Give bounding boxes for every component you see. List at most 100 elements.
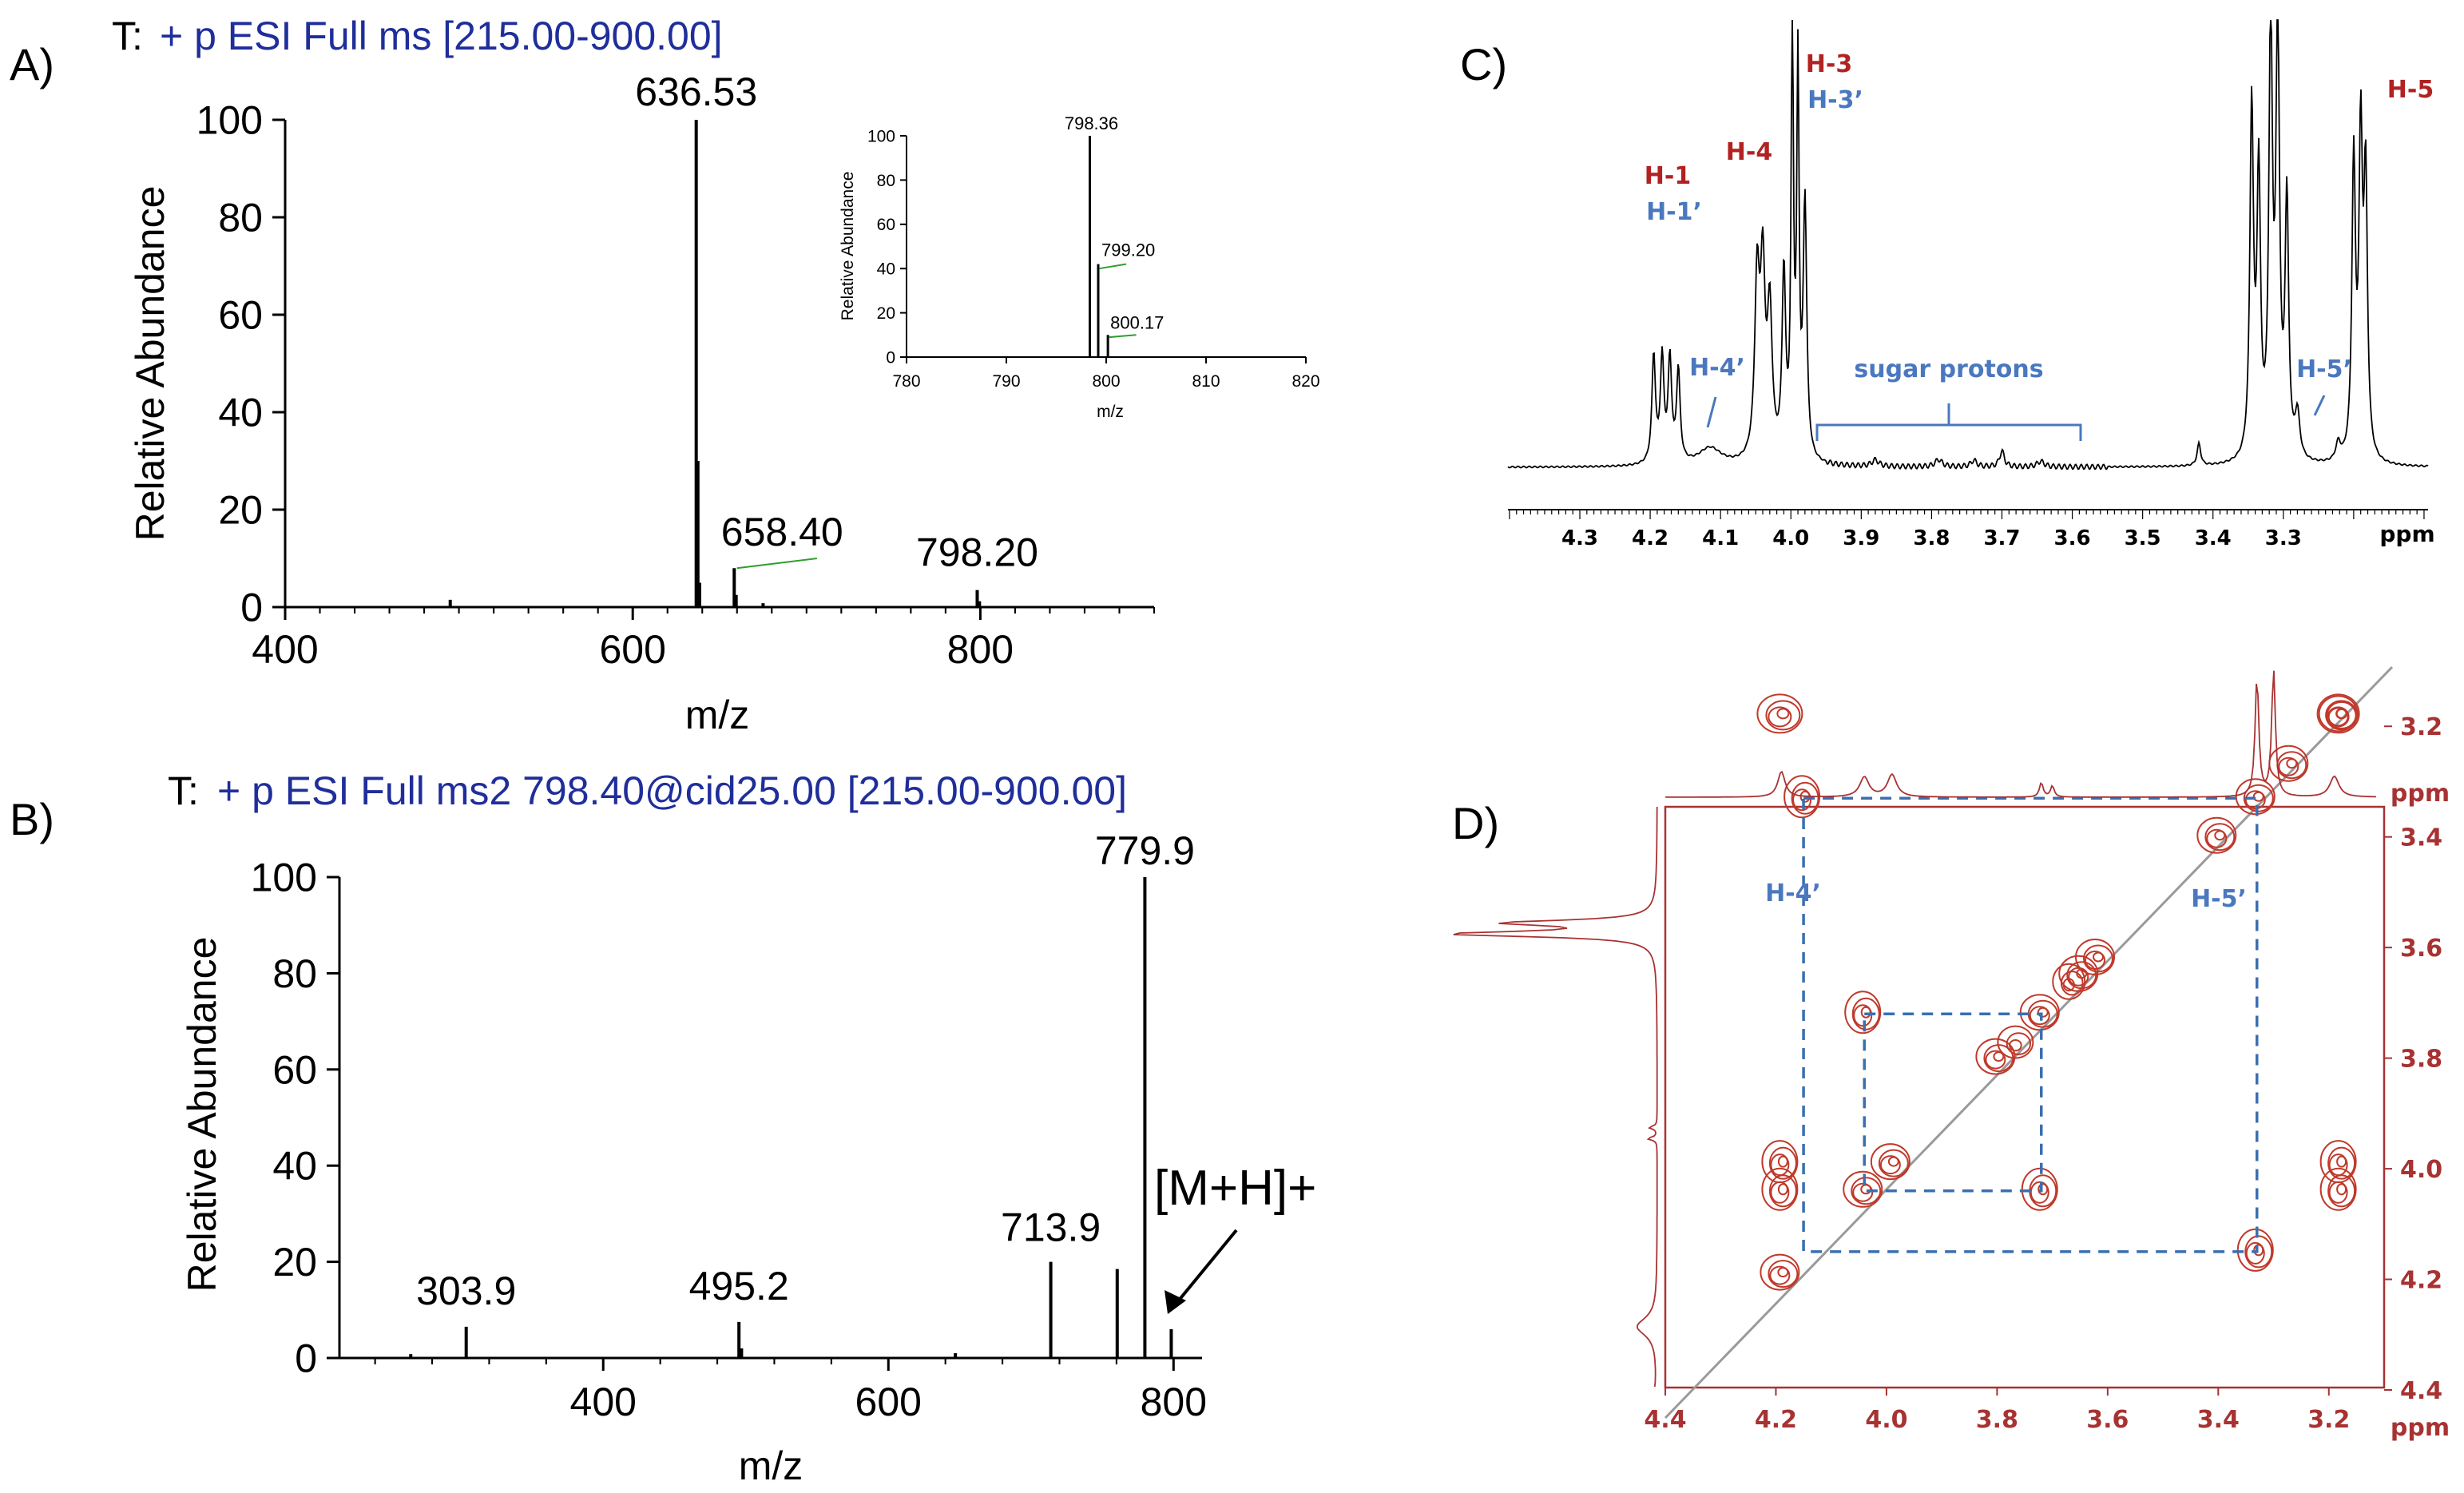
y-tick-label: 100 bbox=[867, 127, 895, 145]
y-tick-label: 40 bbox=[272, 1144, 317, 1189]
inset-xlabel: m/z bbox=[1097, 403, 1124, 421]
panel-a-ylabel: Relative Abundance bbox=[128, 186, 173, 542]
diagonal-peak bbox=[1768, 1260, 1799, 1289]
diagonal-peak bbox=[1843, 1170, 1883, 1208]
cross-peak bbox=[1770, 1181, 1790, 1204]
ppm-tick-label: 3.8 bbox=[1913, 526, 1950, 550]
ppm-tick-label: 4.0 bbox=[1772, 526, 1809, 550]
y-tick-label: 3.2 bbox=[2400, 713, 2442, 741]
panel-a-xlabel: m/z bbox=[685, 693, 750, 737]
panel-b-xlabel: m/z bbox=[739, 1443, 803, 1488]
diagonal-peak bbox=[1878, 1149, 1909, 1177]
x-tick-label: 800 bbox=[947, 627, 1014, 672]
ppm-tick-label: 3.3 bbox=[2265, 526, 2302, 550]
cross-peak bbox=[2327, 1146, 2356, 1180]
peak-label: 636.53 bbox=[635, 69, 757, 114]
panel-d-letter: D) bbox=[1452, 798, 1499, 848]
diagonal-peak bbox=[2235, 778, 2276, 816]
diagonal-peak bbox=[2252, 791, 2264, 802]
x-tick-label: 800 bbox=[1141, 1380, 1207, 1424]
y-tick-label: 20 bbox=[272, 1240, 317, 1285]
label-h1: H-1 bbox=[1645, 162, 1691, 190]
x-tick-label: 780 bbox=[892, 372, 920, 391]
diagonal-peak bbox=[2062, 978, 2075, 992]
diagonal-peak bbox=[2085, 951, 2105, 970]
cosy-frame bbox=[1664, 805, 2386, 1389]
diagonal-peak bbox=[2326, 701, 2357, 729]
cross-peak bbox=[2021, 1167, 2058, 1211]
y-tick-label: 20 bbox=[218, 488, 263, 533]
cross-peak bbox=[1791, 781, 1819, 815]
cross-peak bbox=[1860, 1006, 1871, 1018]
panel-b-ylabel: Relative Abundance bbox=[180, 937, 224, 1292]
diagonal-peak bbox=[2244, 790, 2266, 810]
panel-b-header: + p ESI Full ms2 798.40@cid25.00 [215.00… bbox=[217, 768, 1127, 813]
panel-c-ppm-label: ppm bbox=[2379, 521, 2434, 547]
y-tick-label: 0 bbox=[295, 1336, 317, 1381]
diagonal-peak bbox=[2052, 963, 2086, 1000]
x-tick-label: 600 bbox=[855, 1380, 922, 1424]
diagonal-peak bbox=[1777, 1267, 1789, 1278]
diagonal-peak bbox=[2204, 823, 2236, 852]
diagonal-peak bbox=[2006, 1032, 2032, 1055]
cross-peak bbox=[2037, 1183, 2049, 1196]
diagonal-peak bbox=[2206, 828, 2228, 848]
ppm-tick-label: 4.1 bbox=[1702, 526, 1739, 550]
peak-label: 713.9 bbox=[1001, 1205, 1101, 1250]
x-tick-label: 790 bbox=[992, 372, 1020, 391]
cross-peak bbox=[1792, 788, 1812, 812]
diagonal-peak bbox=[2286, 758, 2298, 769]
y-tick-label: 4.4 bbox=[2400, 1377, 2442, 1405]
ppm-tick-label: 3.7 bbox=[1983, 526, 2020, 550]
cross-peak bbox=[1844, 991, 1882, 1034]
cross-peak bbox=[1768, 706, 1792, 728]
panel-c-letter: C) bbox=[1460, 39, 1507, 89]
peak-label: 779.9 bbox=[1095, 828, 1195, 873]
peak-label: 658.40 bbox=[721, 510, 843, 554]
cross-peak bbox=[2236, 1228, 2274, 1272]
mh-arrow bbox=[1172, 1229, 1238, 1308]
correlation-box bbox=[1863, 1012, 2043, 1193]
diagonal-peak bbox=[2075, 939, 2115, 975]
diagonal-peak bbox=[1993, 1051, 2005, 1062]
cross-peak bbox=[2244, 1235, 2273, 1269]
panel-a: A) T: + p ESI Full ms [215.00-900.00] Re… bbox=[10, 14, 1320, 737]
y-tick-label: 60 bbox=[218, 293, 263, 338]
x-tick-label: 400 bbox=[570, 1380, 637, 1424]
panel-d-cosy: 4.4 4.2 4.0 3.8 3.6 3.4 3.2 3.2 3.4 3.6 3.8 4.0 4.2 4… bbox=[1453, 665, 2442, 1434]
cross-peak bbox=[1765, 700, 1801, 731]
peak-label: 303.9 bbox=[416, 1269, 516, 1313]
cross-peak bbox=[2319, 1140, 2357, 1184]
panel-b-header-prefix: T: bbox=[168, 768, 199, 813]
peak-label: 495.2 bbox=[689, 1264, 789, 1308]
diagonal-peak bbox=[2029, 1006, 2050, 1026]
diagonal-peak bbox=[2196, 816, 2237, 854]
cross-peak bbox=[2325, 700, 2359, 731]
x-tick-label: 3.8 bbox=[1976, 1406, 2018, 1434]
diagonal-peak bbox=[2058, 955, 2099, 992]
diagonal-peak bbox=[1852, 1182, 1874, 1202]
peak-label: 798.20 bbox=[916, 530, 1038, 575]
label-h4-prime: H-4’ bbox=[1689, 354, 1745, 382]
diagonal-peak bbox=[2214, 830, 2226, 841]
y-tick-label: 3.4 bbox=[2400, 824, 2442, 852]
ppm-tick-label: 4.2 bbox=[1632, 526, 1668, 550]
panel-a-header-prefix: T: bbox=[112, 14, 143, 58]
cross-peak bbox=[1761, 1167, 1799, 1211]
y-tick-label: 100 bbox=[196, 98, 263, 143]
h5p-marker bbox=[2313, 395, 2326, 416]
panel-d-h4-prime-label: H-4’ bbox=[1765, 880, 1821, 907]
y-tick-label: 80 bbox=[272, 951, 317, 996]
cross-peak bbox=[2327, 706, 2350, 728]
cross-peak bbox=[1768, 1174, 1797, 1208]
ppm-tick-label: 3.9 bbox=[1843, 526, 1879, 550]
y-tick-label: 3.8 bbox=[2400, 1046, 2442, 1074]
label-h3-prime: H-3’ bbox=[1807, 86, 1863, 114]
peak-label: 798.36 bbox=[1065, 113, 1118, 133]
x-tick-label: 800 bbox=[1092, 372, 1120, 391]
correlation-box bbox=[1802, 796, 2259, 1253]
diagonal-peak bbox=[1975, 1038, 2016, 1075]
label-sugar-protons: sugar protons bbox=[1854, 355, 2043, 383]
cross-peak bbox=[2328, 1154, 2348, 1177]
y-tick-label: 80 bbox=[877, 172, 895, 190]
